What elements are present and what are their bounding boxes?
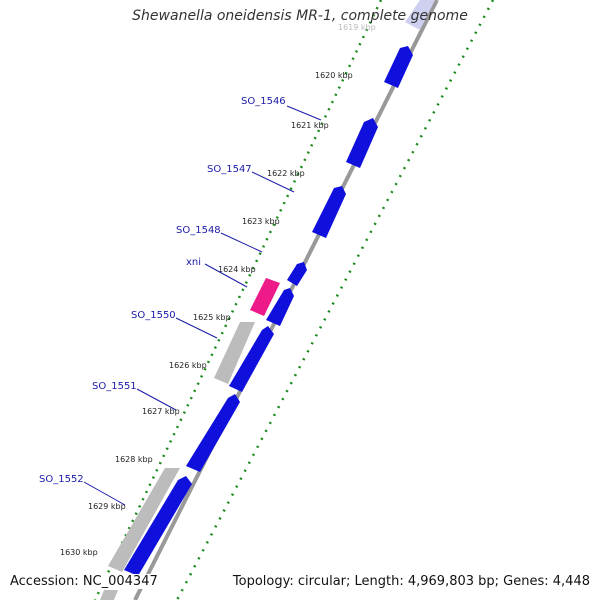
reverse-genes [100,0,435,600]
gene-label-so-1551[interactable]: SO_1551 [92,381,137,392]
leader-line [251,171,295,193]
gene-bar[interactable] [229,326,274,392]
tick-label: 1627 kbp [142,407,180,416]
inner-ruler-ring [175,0,495,600]
leader-line [175,317,218,339]
xni-gene-bar[interactable] [250,278,280,316]
tick-label: 1620 kbp [315,71,353,80]
tick-label: 1623 kbp [242,217,280,226]
tick-label: 1630 kbp [60,548,98,557]
ruler-labels: 1619 kbp 1620 kbp 1621 kbp 1622 kbp 1623… [60,23,376,557]
gene-labels: SO_1546 SO_1547 SO_1548 xni SO_1550 SO_1… [39,96,286,485]
leader-line [220,232,263,253]
leader-line [204,263,248,288]
genome-summary-text: Topology: circular; Length: 4,969,803 bp… [230,574,592,589]
gene-bar[interactable] [384,46,413,88]
gene-bar[interactable] [287,262,307,286]
tick-label: 1628 kbp [115,455,153,464]
gene-label-so-1546[interactable]: SO_1546 [241,96,286,107]
gene-label-xni[interactable]: xni [186,257,201,268]
leader-line [136,388,177,411]
gene-bar[interactable] [186,394,240,472]
gene-bar[interactable] [100,590,118,600]
leader-line [83,481,126,506]
gene-label-so-1550[interactable]: SO_1550 [131,310,176,321]
tick-label: 1625 kbp [193,313,231,322]
gene-label-so-1548[interactable]: SO_1548 [176,225,221,236]
accession-text: Accession: NC_004347 [8,574,160,589]
gene-bar[interactable] [405,0,435,30]
gene-bar[interactable] [214,322,255,384]
map-title: Shewanella oneidensis MR-1, complete gen… [132,8,468,24]
leader-line [286,105,322,121]
gene-bar[interactable] [266,288,294,326]
gene-label-so-1547[interactable]: SO_1547 [207,164,252,175]
outer-ruler-ring [93,0,383,600]
forward-genes [124,46,413,576]
tick-label: 1624 kbp [218,265,256,274]
gene-label-so-1552[interactable]: SO_1552 [39,474,84,485]
gene-bar[interactable] [124,476,192,576]
tick-label: 1621 kbp [291,121,329,130]
tick-label: 1626 kbp [169,361,207,370]
label-leader-lines [83,105,322,506]
gene-bar[interactable] [108,468,180,572]
gene-bar[interactable] [312,186,346,238]
gene-bar[interactable] [346,118,378,168]
tick-label: 1629 kbp [88,502,126,511]
tick-label: 1619 kbp [338,23,376,32]
tick-label: 1622 kbp [267,169,305,178]
